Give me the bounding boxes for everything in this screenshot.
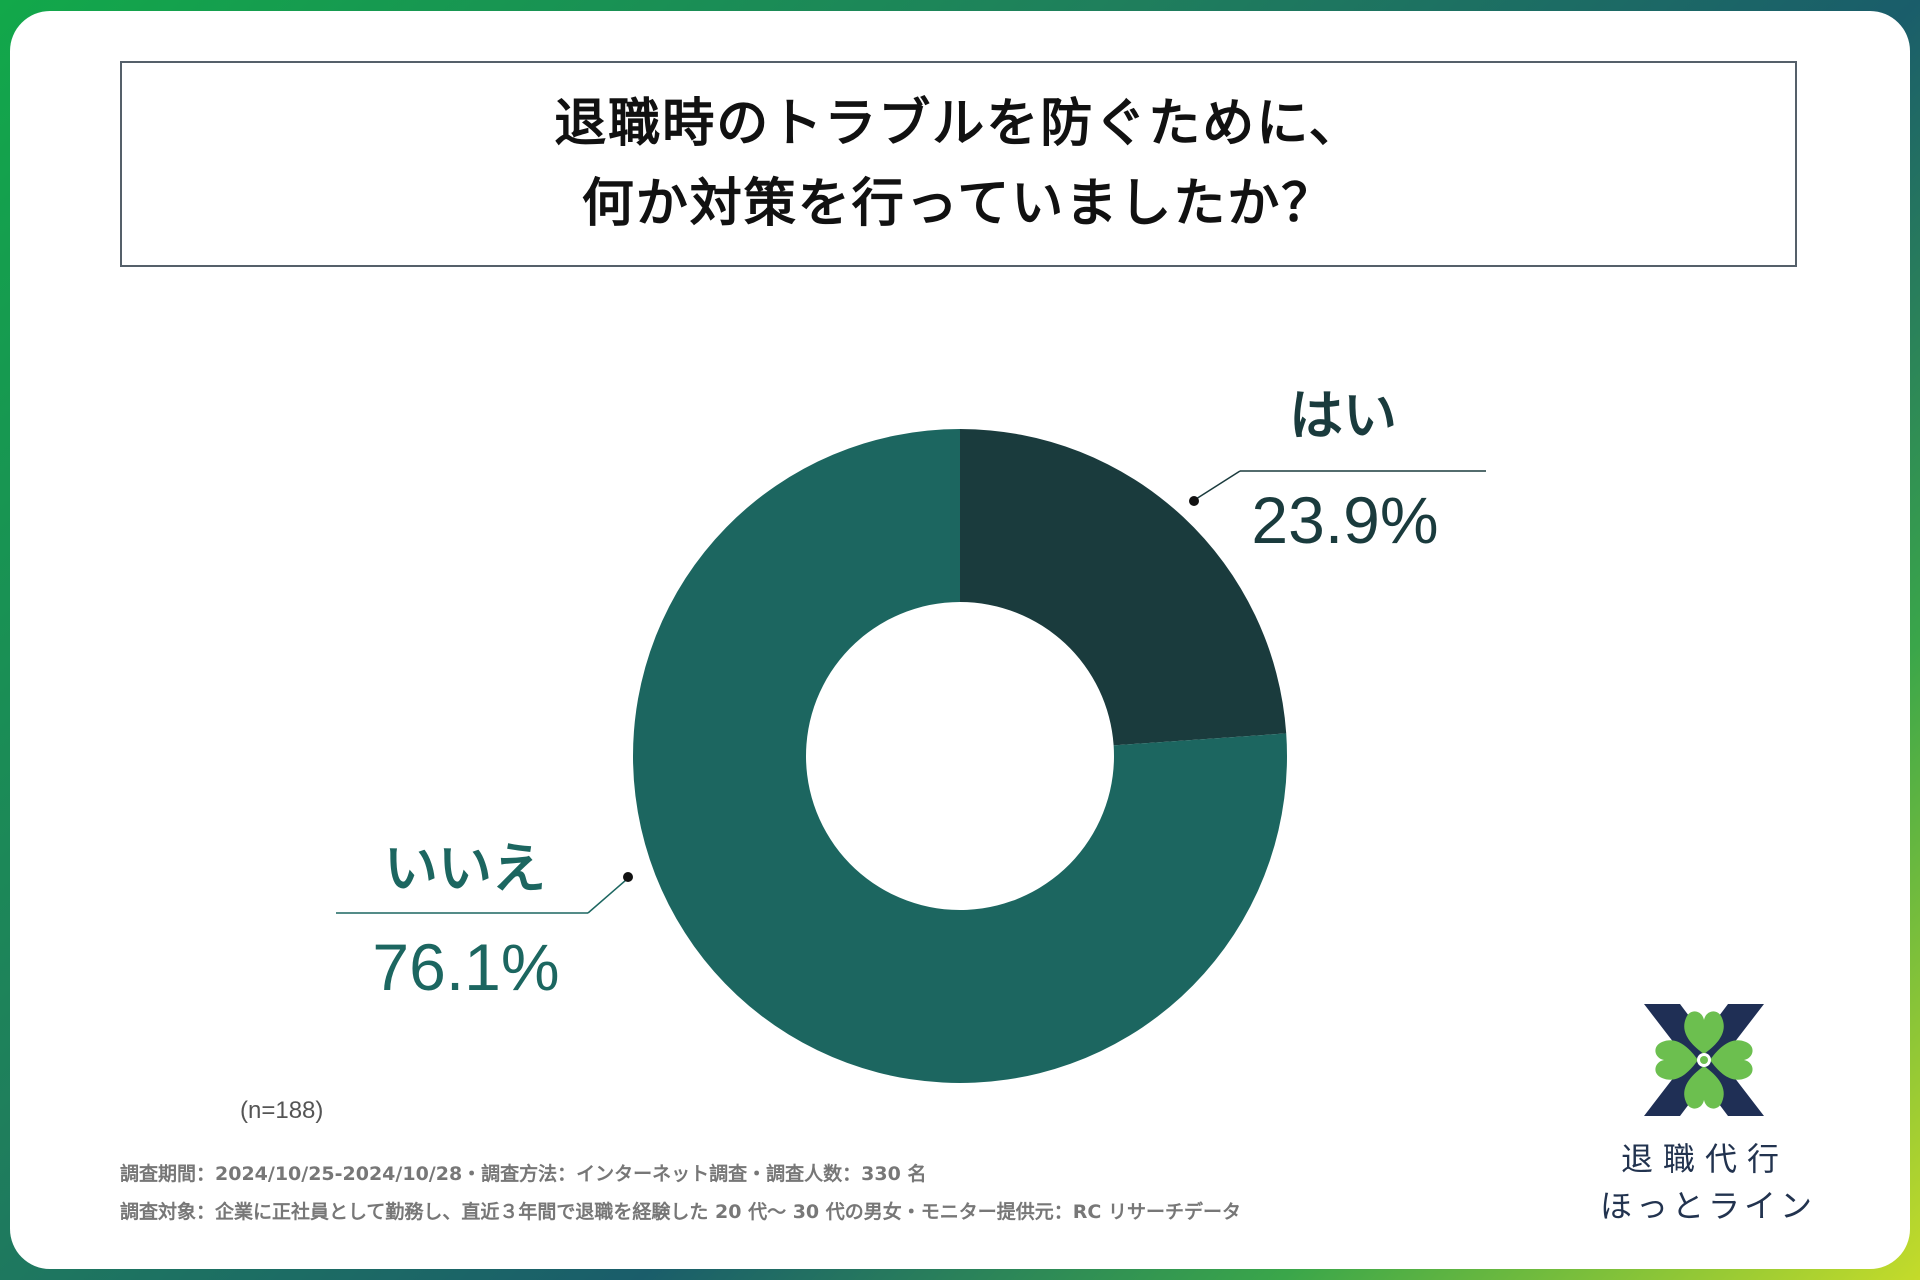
brand-name-line-1: 退職代行: [1620, 1140, 1789, 1178]
sample-size-label: (n=188): [240, 1097, 324, 1124]
brand-name-line-2: ほっとライン: [1600, 1187, 1817, 1225]
category-label-yes: はい: [1289, 384, 1397, 447]
question-title-box: 退職時のトラブルを防ぐために、 何か対策を行っていましたか？: [120, 61, 1797, 267]
survey-footnote-2: 調査対象：企業に正社員として勤務し、直近３年間で退職を経験した 20 代〜 30…: [120, 1201, 1241, 1223]
survey-footnote-1: 調査期間：2024/10/25-2024/10/28・調査方法：インターネット調…: [120, 1163, 927, 1185]
donut-slice-yes: [960, 429, 1287, 746]
value-label-yes: 23.9%: [1251, 483, 1438, 557]
leader-dot-yes: [1189, 496, 1199, 506]
leader-line-yes-d: [1195, 470, 1241, 500]
clover-heart-logo-icon: [1644, 1004, 1764, 1116]
chart-card: 退職時のトラブルを防ぐために、 何か対策を行っていましたか？ はい 23.9% …: [10, 11, 1910, 1269]
donut-slice-no: [633, 429, 1287, 1083]
leader-dot-no: [623, 872, 633, 882]
title-line-2: 何か対策を行っていましたか？: [581, 174, 1336, 234]
value-label-no: 76.1%: [372, 930, 559, 1004]
title-line-1: 退職時のトラブルを防ぐために、: [554, 94, 1363, 154]
donut-chart: はい 23.9% いいえ 76.1%: [336, 384, 1486, 1083]
category-label-no: いいえ: [384, 837, 546, 900]
donut-slices: [633, 429, 1287, 1083]
leader-line-no-d: [587, 879, 627, 914]
